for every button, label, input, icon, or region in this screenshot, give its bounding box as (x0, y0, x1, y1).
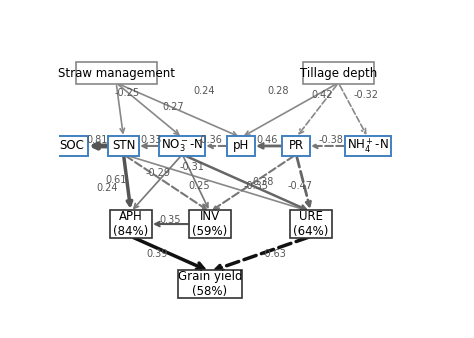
Text: 0.35: 0.35 (159, 215, 181, 225)
Text: -0.35: -0.35 (243, 181, 268, 191)
Text: -0.25: -0.25 (115, 88, 140, 98)
FancyBboxPatch shape (189, 210, 231, 238)
FancyBboxPatch shape (290, 210, 332, 238)
Text: -0.63: -0.63 (262, 249, 287, 259)
Text: 0.81: 0.81 (86, 135, 108, 145)
Text: -0.32: -0.32 (354, 90, 378, 100)
FancyBboxPatch shape (345, 136, 391, 156)
Text: -0.47: -0.47 (287, 181, 312, 191)
Text: 0.42: 0.42 (311, 90, 333, 100)
Text: 0.28: 0.28 (267, 86, 289, 96)
Text: 0.39: 0.39 (146, 249, 167, 259)
Text: PR: PR (289, 140, 304, 152)
Text: Tillage depth: Tillage depth (300, 67, 377, 79)
FancyBboxPatch shape (56, 136, 88, 156)
Text: INV
(59%): INV (59%) (192, 210, 228, 238)
Text: URE
(64%): URE (64%) (293, 210, 328, 238)
Text: STN: STN (112, 140, 135, 152)
FancyBboxPatch shape (76, 62, 156, 84)
Text: 0.61: 0.61 (106, 175, 127, 185)
FancyBboxPatch shape (228, 136, 255, 156)
Text: APH
(84%): APH (84%) (113, 210, 148, 238)
Text: -0.36: -0.36 (198, 135, 223, 145)
Text: -0.38: -0.38 (319, 135, 344, 145)
Text: pH: pH (233, 140, 249, 152)
Text: NO$_3^-$-N: NO$_3^-$-N (161, 138, 203, 154)
Text: 0.33: 0.33 (141, 135, 162, 145)
Text: -0.29: -0.29 (145, 168, 170, 178)
FancyBboxPatch shape (110, 210, 152, 238)
Text: 0.38: 0.38 (253, 177, 274, 187)
Text: 0.27: 0.27 (162, 102, 184, 112)
FancyBboxPatch shape (178, 270, 242, 297)
Text: 0.24: 0.24 (96, 183, 118, 193)
Text: SOC: SOC (60, 140, 84, 152)
Text: 0.24: 0.24 (193, 86, 215, 96)
Text: 0.46: 0.46 (256, 135, 278, 145)
FancyBboxPatch shape (159, 136, 205, 156)
Text: Straw management: Straw management (58, 67, 175, 79)
Text: NH$_4^+$-N: NH$_4^+$-N (347, 137, 389, 155)
FancyBboxPatch shape (302, 62, 374, 84)
Text: 0.25: 0.25 (188, 181, 210, 191)
FancyBboxPatch shape (283, 136, 310, 156)
Text: Grain yield
(58%): Grain yield (58%) (178, 270, 242, 298)
FancyBboxPatch shape (108, 136, 139, 156)
Text: -0.31: -0.31 (179, 162, 204, 172)
